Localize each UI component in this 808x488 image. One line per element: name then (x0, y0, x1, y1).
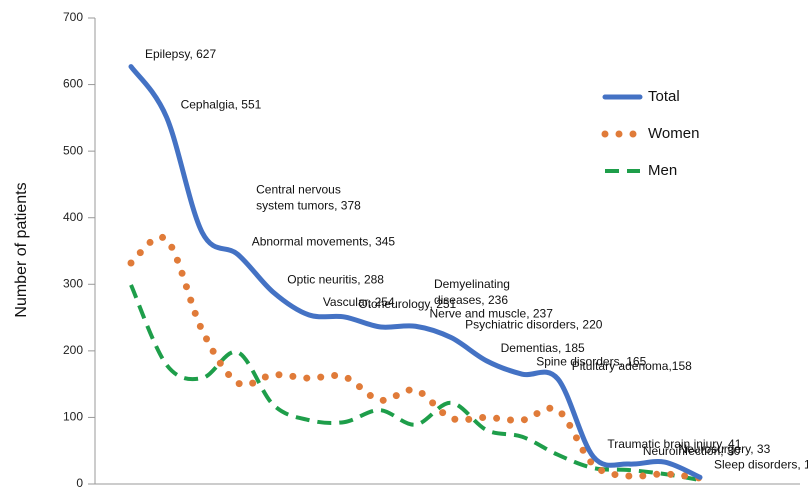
legend-label: Men (648, 162, 677, 179)
series-line (127, 233, 704, 482)
y-tick-label: 600 (63, 77, 83, 91)
data-label-line: diseases, 236 (434, 293, 508, 307)
data-label: Pituitary adenoma,158 (572, 359, 692, 373)
y-tick-label: 100 (63, 410, 83, 424)
y-tick-label: 0 (76, 476, 83, 488)
data-label: Traumatic brain injury, 41 (607, 437, 741, 451)
data-label: Abnormal movements, 345 (252, 235, 396, 249)
y-tick-label: 400 (63, 210, 83, 224)
data-label: Optic neuritis, 288 (287, 272, 384, 286)
data-label-line: system tumors, 378 (256, 199, 361, 213)
data-label: Cephalgia, 551 (181, 97, 262, 111)
data-label: Vascular, 254 (323, 295, 395, 309)
y-tick-label: 700 (63, 10, 83, 24)
data-label-group: Demyelinating diseases, 236 (434, 277, 510, 307)
y-tick-label: 500 (63, 143, 83, 157)
series-line (128, 64, 703, 480)
y-tick-label: 300 (63, 276, 83, 290)
y-tick-label: 200 (63, 343, 83, 357)
data-label: Nerve and muscle, 237 (430, 306, 554, 320)
data-label: Psychiatric disorders, 220 (465, 318, 603, 332)
legend-label: Women (648, 125, 699, 142)
data-label: Epilepsy, 627 (145, 47, 216, 61)
data-label-line: Central nervous (256, 183, 341, 197)
data-label: Neuroinfection, 30 (643, 444, 741, 458)
data-label: Spine disorders, 165 (536, 354, 646, 368)
y-axis-label: Number of patients (13, 182, 30, 317)
data-label: Otoneurology, 251 (358, 297, 456, 311)
legend-label: Total (648, 88, 680, 105)
data-label-group: Central nervous system tumors, 378 (256, 183, 361, 213)
data-label-line: Demyelinating (434, 277, 510, 291)
data-label: Neurosurgery, 33 (678, 442, 770, 456)
data-label: Dementias, 185 (501, 341, 585, 355)
data-label: Sleep disorders, 10 (714, 458, 808, 472)
